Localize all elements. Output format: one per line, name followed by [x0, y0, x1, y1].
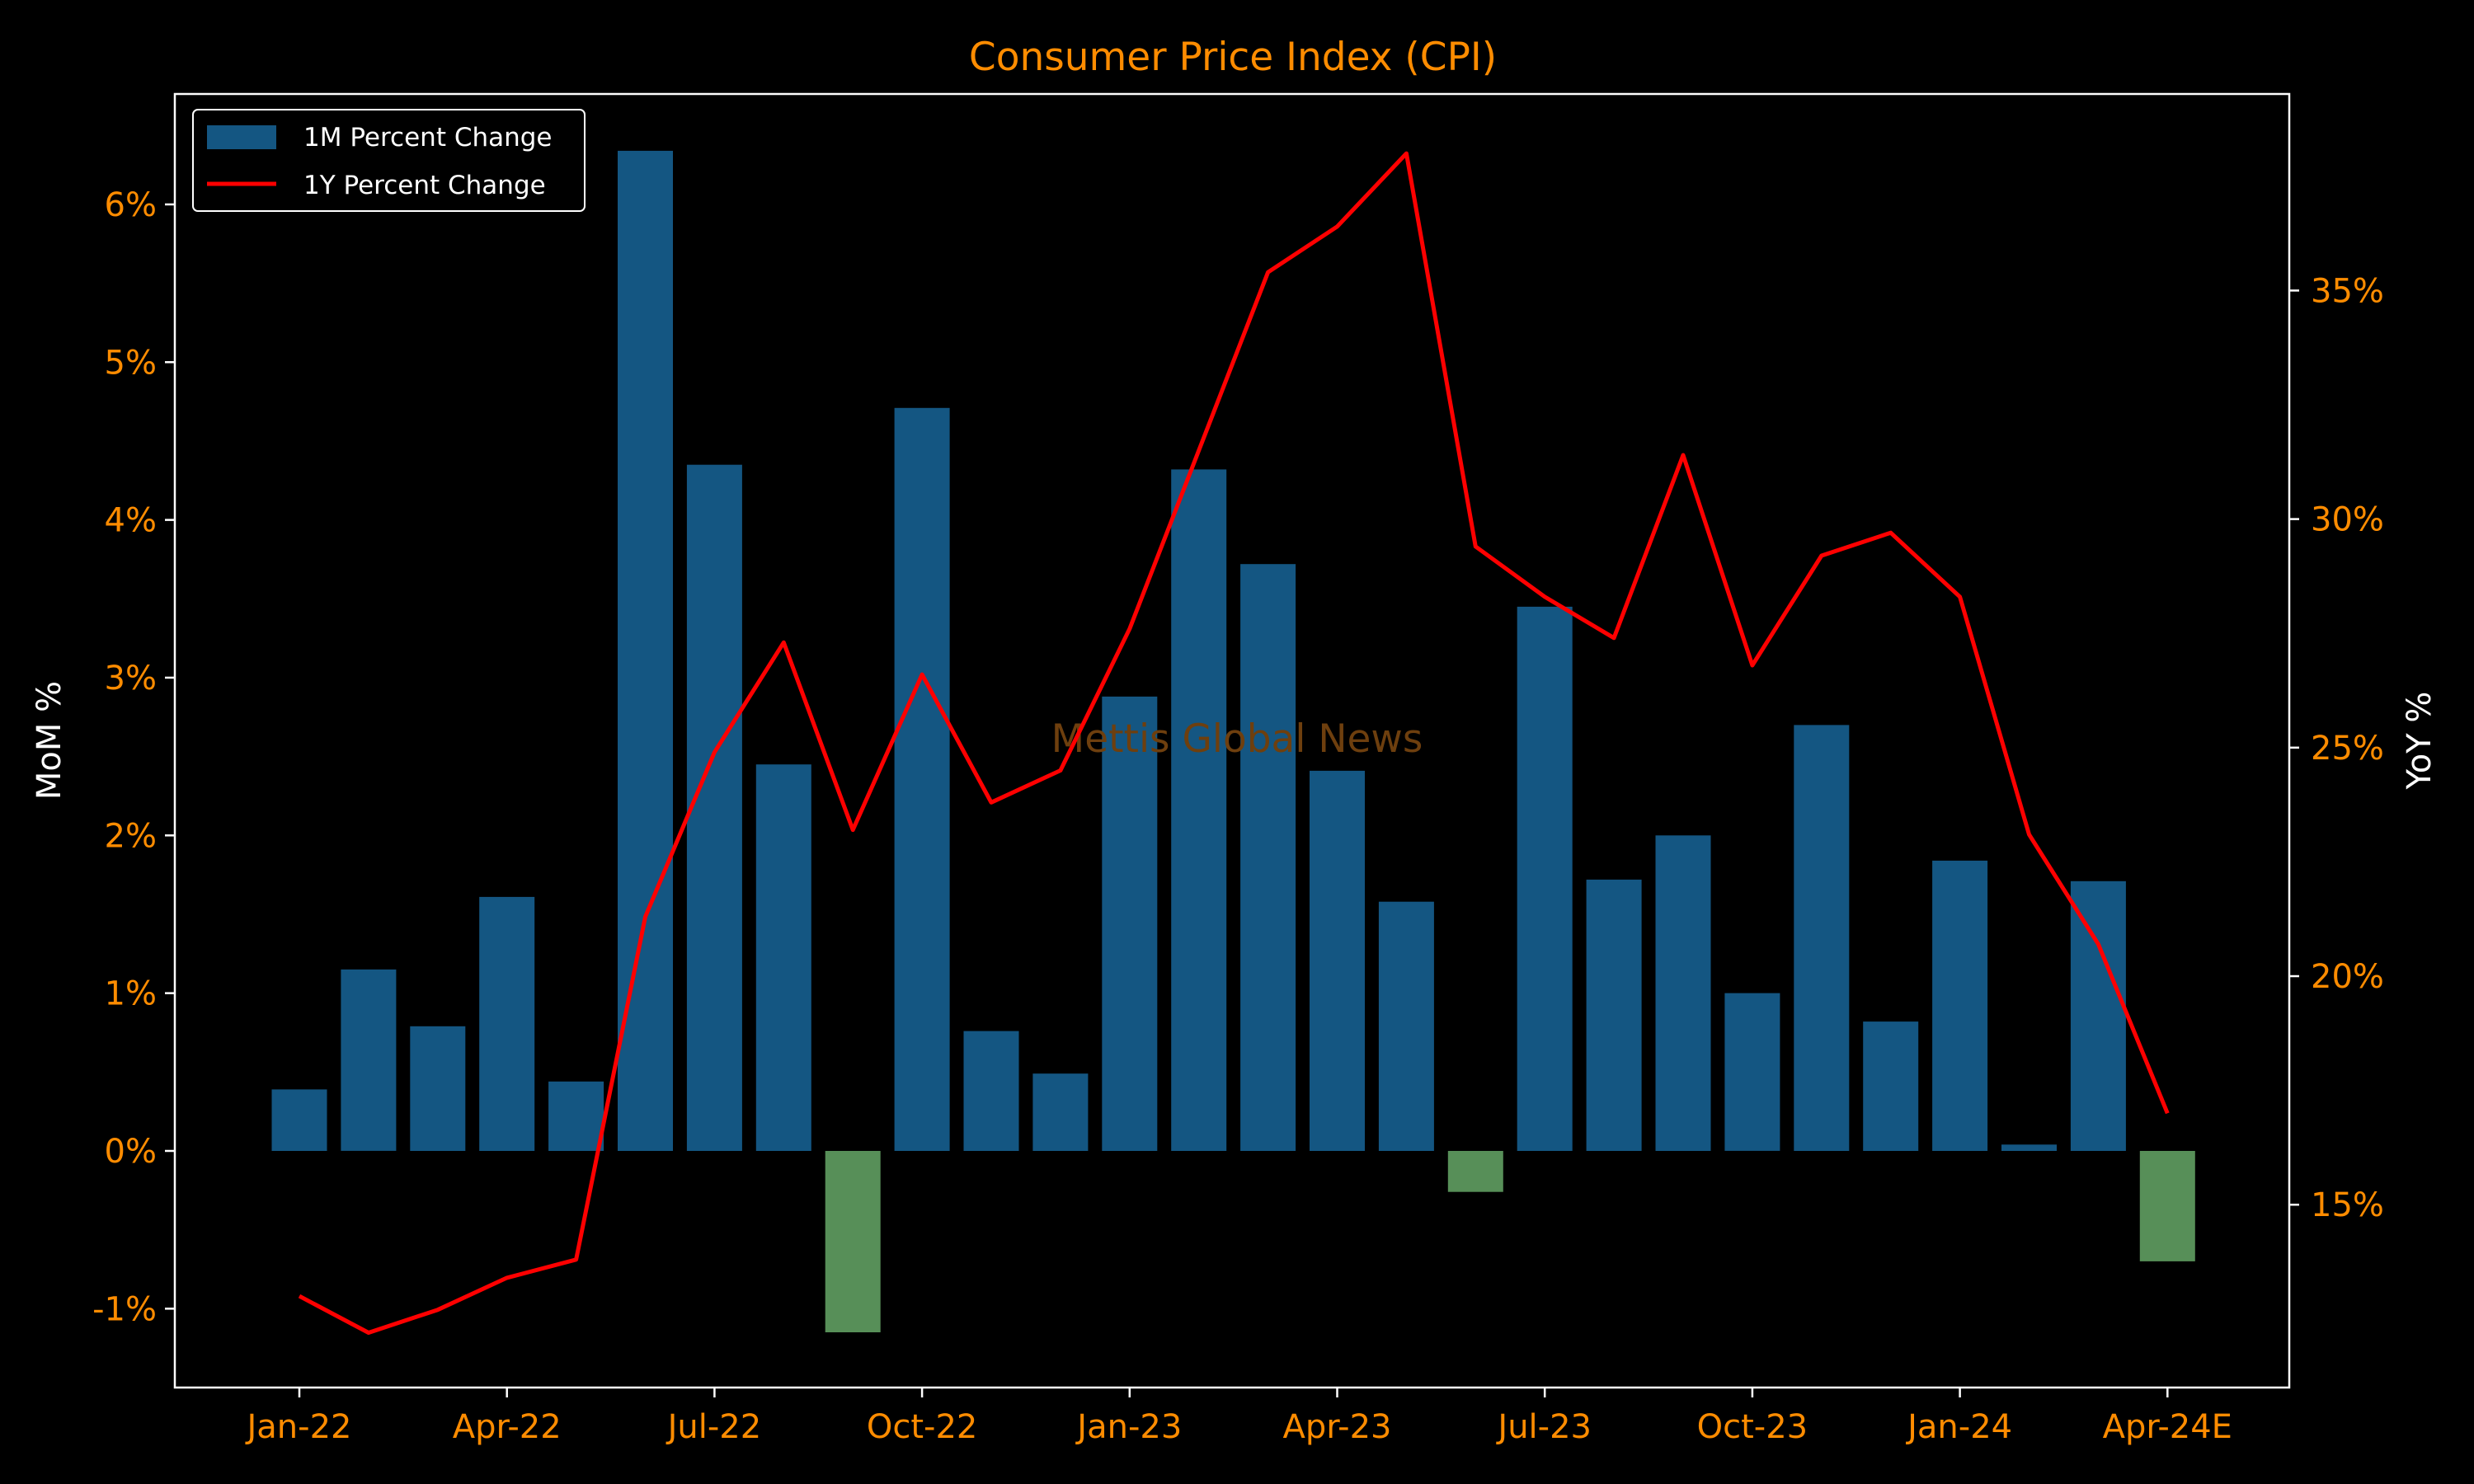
right-tick-label: 30% — [2311, 501, 2384, 539]
left-tick-label: -1% — [92, 1290, 157, 1328]
legend: 1M Percent Change 1Y Percent Change — [192, 109, 586, 212]
x-tick-label: Oct-23 — [1697, 1408, 1808, 1446]
left-tick-label: 6% — [105, 186, 157, 224]
right-tick-label: 35% — [2311, 272, 2384, 310]
bar-nov-22 — [963, 1031, 1019, 1151]
yoy-line — [298, 151, 2170, 1335]
bar-mar-23 — [1240, 564, 1296, 1151]
x-tick-label: Jan-22 — [245, 1408, 352, 1446]
bar-mar-24 — [2070, 881, 2126, 1151]
bar-dec-22 — [1032, 1073, 1089, 1151]
bar-nov-23 — [1794, 725, 1850, 1151]
left-tick-label: 4% — [105, 502, 157, 540]
left-tick-label: 1% — [105, 975, 157, 1013]
bar-mar-22 — [410, 1026, 466, 1151]
bar-jan-22 — [271, 1089, 327, 1151]
x-tick-label: Jul-22 — [666, 1408, 762, 1446]
x-tick-label: Jan-24 — [1905, 1408, 2012, 1446]
bar-apr-23 — [1310, 770, 1365, 1151]
bar-may-23 — [1378, 901, 1434, 1151]
legend-swatch-bar — [207, 125, 276, 149]
bar-jun-23 — [1447, 1151, 1503, 1192]
right-tick-label: 15% — [2311, 1186, 2384, 1224]
bar-sep-23 — [1655, 835, 1711, 1151]
left-axis-title: MoM % — [31, 681, 68, 800]
bar-jun-22 — [618, 150, 673, 1151]
bar-dec-23 — [1863, 1021, 1919, 1151]
x-tick-label: Apr-24E — [2103, 1408, 2232, 1446]
bar-jul-23 — [1517, 606, 1573, 1151]
left-tick-label: 5% — [105, 344, 157, 382]
right-tick-label: 25% — [2311, 730, 2384, 768]
watermark: Mettis Global News — [1051, 716, 1423, 762]
bar-feb-22 — [341, 969, 397, 1151]
x-tick-label: Jul-23 — [1495, 1408, 1592, 1446]
left-axis: -1% 0% 1% 2% 3% 4% 5% 6% — [92, 186, 175, 1328]
x-tick-label: Jan-23 — [1075, 1408, 1182, 1446]
axis-frame — [173, 92, 2291, 1389]
bar-aug-23 — [1586, 879, 1642, 1151]
bar-jan-24 — [1932, 860, 1988, 1151]
bar-aug-22 — [755, 764, 811, 1151]
bar-apr-24e — [2139, 1151, 2195, 1261]
bar-sep-22 — [825, 1151, 881, 1332]
bar-feb-24 — [2001, 1144, 2057, 1151]
x-tick-label: Oct-22 — [867, 1408, 978, 1446]
legend-label-bar: 1M Percent Change — [303, 123, 553, 153]
bar-jul-22 — [686, 464, 742, 1151]
bar-feb-23 — [1171, 469, 1227, 1151]
bar-oct-22 — [894, 407, 950, 1151]
bar-jan-23 — [1102, 696, 1158, 1151]
right-axis: 15% 20% 25% 30% 35% — [2289, 272, 2384, 1224]
chart-title: Consumer Price Index (CPI) — [969, 35, 1497, 80]
x-tick-label: Apr-23 — [1283, 1408, 1392, 1446]
bar-oct-23 — [1724, 993, 1780, 1151]
right-tick-label: 20% — [2311, 958, 2384, 996]
yoy-line-layer — [298, 151, 2170, 1335]
x-tick-label: Apr-22 — [453, 1408, 562, 1446]
x-axis: Jan-22 Apr-22 Jul-22 Oct-22 Jan-23 Apr-23 Jul-… — [245, 1388, 2232, 1446]
left-tick-label: 0% — [105, 1133, 157, 1171]
legend-box — [192, 109, 586, 212]
legend-label-line: 1Y Percent Change — [303, 171, 546, 200]
right-axis-title: YoY % — [2401, 692, 2439, 791]
bar-apr-22 — [479, 896, 535, 1151]
left-tick-label: 3% — [105, 660, 157, 697]
plot-area — [271, 150, 2195, 1332]
bar-may-22 — [548, 1081, 604, 1151]
left-tick-label: 2% — [105, 817, 157, 855]
